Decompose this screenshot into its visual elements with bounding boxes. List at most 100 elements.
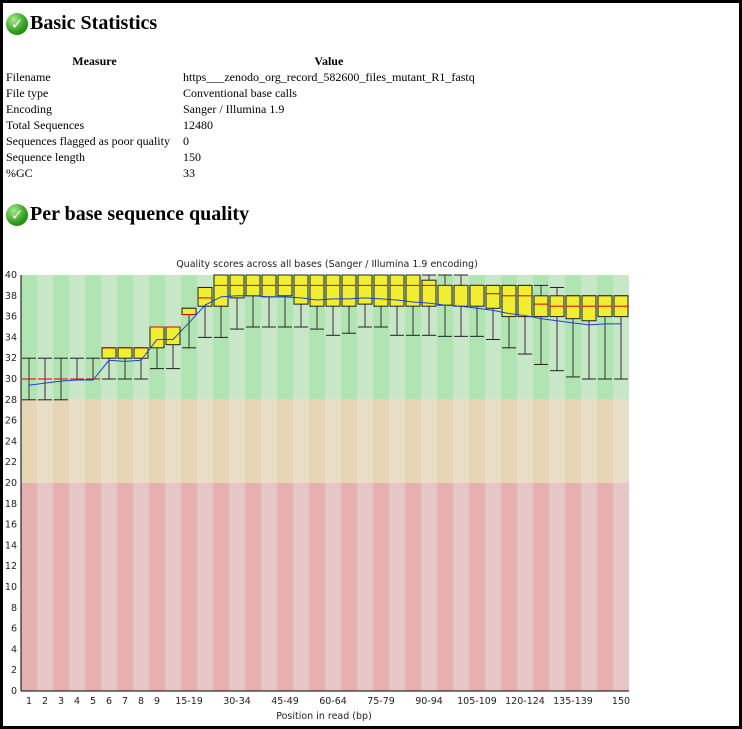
warn-zone-band [389, 399, 405, 483]
bad-zone-band [373, 483, 389, 691]
quality-boxplot-chart: Quality scores across all bases (Sanger … [5, 259, 630, 722]
bad-zone-band [405, 483, 421, 691]
quartile-box [293, 274, 309, 305]
table-row: Sequence length 150 [6, 149, 475, 165]
value-cell: 0 [183, 134, 189, 148]
quartile-box [101, 347, 117, 359]
warn-zone-band [581, 399, 597, 483]
y-tick-label: 4 [11, 644, 17, 655]
quartile-box [149, 326, 165, 349]
good-zone-band [85, 275, 101, 400]
quartile-box [421, 279, 437, 307]
bad-zone-band [309, 483, 325, 691]
warn-zone-band [597, 399, 613, 483]
quartile-box [501, 284, 517, 318]
check-circle-icon: ✓ [6, 203, 28, 226]
bad-zone-band [533, 483, 549, 691]
bad-zone-band [597, 483, 613, 691]
x-tick-label: 120-124 [505, 696, 545, 707]
bad-zone-band [117, 483, 133, 691]
bad-zone-band [293, 483, 309, 691]
warn-zone-band [485, 399, 501, 483]
warn-zone-band [245, 399, 261, 483]
y-tick-label: 6 [11, 624, 17, 635]
warn-zone-band [133, 399, 149, 483]
good-zone-band [245, 275, 261, 400]
bad-zone-band [245, 483, 261, 691]
table-row: File type Conventional base calls [6, 85, 475, 101]
bad-zone-band [69, 483, 85, 691]
y-tick-label: 2 [11, 665, 17, 676]
warn-zone-band [309, 399, 325, 483]
warn-zone-band [469, 399, 485, 483]
x-tick-label: 150 [612, 696, 630, 707]
table-header-row: Measure Value [6, 53, 475, 69]
warn-zone-band [517, 399, 533, 483]
warn-zone-band [325, 399, 341, 483]
table-row: Filename https___zenodo_org_record_582600… [6, 69, 475, 85]
good-zone-band [101, 275, 117, 400]
y-tick-label: 22 [5, 457, 17, 468]
quartile-box [581, 295, 597, 322]
bad-zone-band [149, 483, 165, 691]
bad-zone-band [549, 483, 565, 691]
y-tick-label: 40 [5, 270, 17, 281]
bad-zone-band [357, 483, 373, 691]
y-tick-label: 8 [11, 603, 17, 614]
quartile-box [165, 326, 181, 346]
bad-zone-band [453, 483, 469, 691]
good-zone-band [357, 275, 373, 400]
value-cell: 12480 [183, 118, 213, 132]
x-tick-label: 6 [106, 696, 112, 707]
warn-zone-band [37, 399, 53, 483]
y-tick-label: 14 [5, 540, 17, 551]
bad-zone-band [133, 483, 149, 691]
warn-zone-band [277, 399, 293, 483]
bad-zone-band [325, 483, 341, 691]
x-tick-label: 3 [58, 696, 64, 707]
quartile-box [565, 295, 581, 320]
warn-zone-band [293, 399, 309, 483]
measure-cell: %GC [6, 166, 33, 180]
quartile-box [181, 307, 197, 316]
y-tick-label: 18 [5, 499, 17, 510]
bad-zone-band [485, 483, 501, 691]
per-base-quality-heading: ✓ Per base sequence quality [6, 203, 249, 226]
quartile-box [261, 274, 277, 298]
quartile-box [133, 347, 149, 359]
table-row: Sequences flagged as poor quality 0 [6, 133, 475, 149]
value-cell: Conventional base calls [183, 86, 297, 100]
bad-zone-band [341, 483, 357, 691]
bad-zone-band [501, 483, 517, 691]
warn-zone-band [165, 399, 181, 483]
y-tick-label: 12 [5, 561, 17, 572]
value-cell: 150 [183, 150, 201, 164]
good-zone-band [229, 275, 245, 400]
good-zone-band [117, 275, 133, 400]
table-row: Encoding Sanger / Illumina 1.9 [6, 101, 475, 117]
per-base-quality-title: Per base sequence quality [30, 203, 250, 225]
x-tick-label: 4 [74, 696, 80, 707]
warn-zone-band [229, 399, 245, 483]
bad-zone-band [101, 483, 117, 691]
warn-zone-band [197, 399, 213, 483]
warn-zone-band [549, 399, 565, 483]
x-tick-label: 75-79 [367, 696, 395, 707]
chart-title: Quality scores across all bases (Sanger … [176, 259, 478, 270]
measure-header: Measure [72, 54, 117, 68]
bad-zone-band [421, 483, 437, 691]
basic-statistics-table: Measure Value Filename https___zenodo_org… [6, 53, 475, 181]
warn-zone-band [565, 399, 581, 483]
quartile-box [341, 274, 357, 307]
quartile-box [309, 274, 325, 307]
y-tick-label: 36 [5, 312, 17, 323]
y-tick-label: 28 [5, 395, 17, 406]
warn-zone-band [421, 399, 437, 483]
x-tick-label: 30-34 [223, 696, 251, 707]
warn-zone-band [53, 399, 69, 483]
warn-zone-band [341, 399, 357, 483]
value-cell: 33 [183, 166, 195, 180]
y-tick-label: 0 [11, 686, 17, 697]
table-row: %GC 33 [6, 165, 475, 181]
good-zone-band [37, 275, 53, 400]
